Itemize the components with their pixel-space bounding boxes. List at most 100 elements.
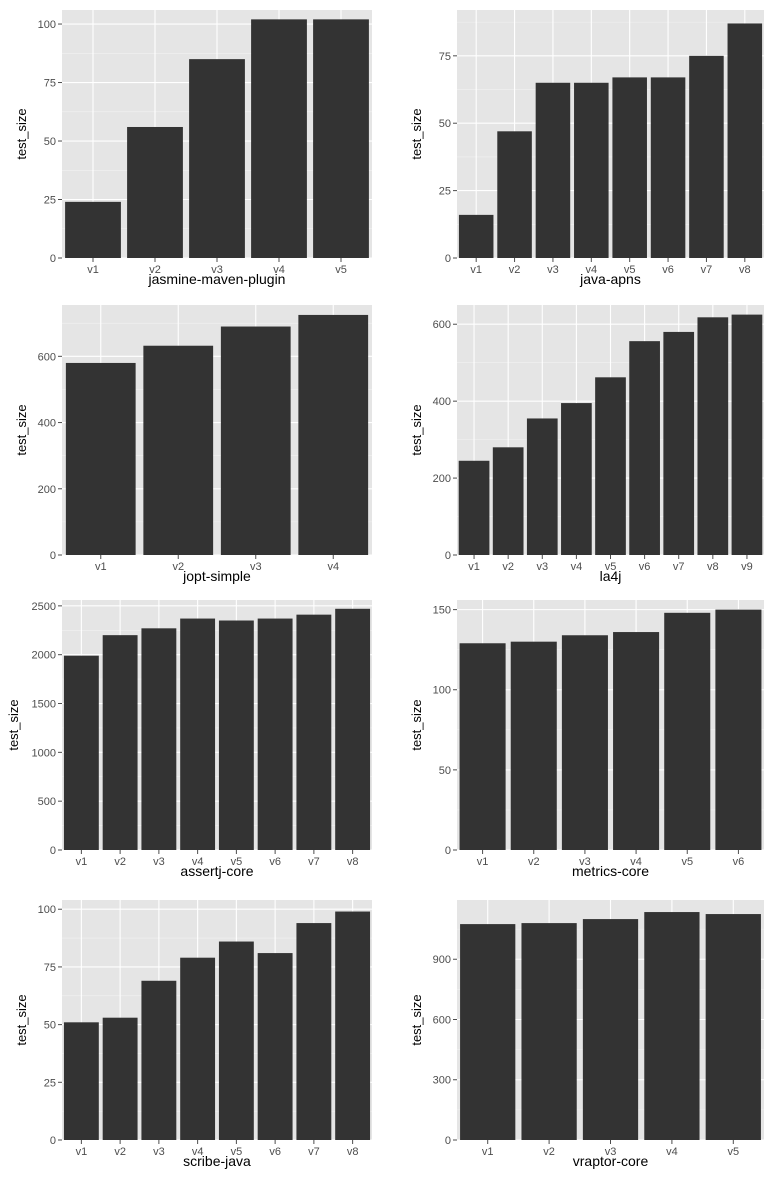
y-tick-label: 25 xyxy=(44,195,56,207)
x-axis-title: java-apns xyxy=(579,271,641,287)
bar-v5 xyxy=(612,77,647,258)
x-tick-label: v4 xyxy=(571,561,583,573)
y-axis-title: test_size xyxy=(14,994,29,1045)
bar-v4 xyxy=(180,957,216,1140)
x-tick-label: v5 xyxy=(605,561,617,573)
x-tick-label: v6 xyxy=(733,856,745,868)
bar-v6 xyxy=(715,609,762,850)
x-tick-label: v1 xyxy=(470,264,482,276)
bar-v1 xyxy=(460,924,516,1140)
x-tick-label: v1 xyxy=(482,1146,494,1158)
y-tick-label: 1000 xyxy=(32,747,56,759)
x-tick-label: v8 xyxy=(707,561,719,573)
bar-v6 xyxy=(257,953,293,1140)
x-tick-label: v6 xyxy=(269,856,281,868)
x-tick-label: v7 xyxy=(673,561,685,573)
bar-v5 xyxy=(664,612,711,850)
bar-v1 xyxy=(459,643,506,850)
y-axis-title: test_size xyxy=(409,994,424,1045)
y-tick-label: 600 xyxy=(433,319,451,331)
x-tick-label: v6 xyxy=(269,1146,281,1158)
x-tick-label: v1 xyxy=(76,1146,88,1158)
x-tick-label: v1 xyxy=(468,561,480,573)
bar-v5 xyxy=(705,914,761,1140)
bar-v5 xyxy=(595,377,626,555)
y-axis-title: test_size xyxy=(6,699,21,750)
x-axis-title: jasmine-maven-plugin xyxy=(148,271,286,287)
bar-v8 xyxy=(727,23,763,258)
y-tick-label: 0 xyxy=(50,1135,56,1147)
x-tick-label: v5 xyxy=(727,1146,739,1158)
bar-v5 xyxy=(218,620,254,850)
y-tick-label: 50 xyxy=(439,118,451,130)
x-tick-label: v2 xyxy=(149,264,161,276)
y-tick-label: 0 xyxy=(445,253,451,265)
x-tick-label: v3 xyxy=(536,561,548,573)
bar-v3 xyxy=(141,628,177,850)
bar-v1 xyxy=(458,214,494,258)
bar-v2 xyxy=(102,1017,138,1140)
y-tick-label: 0 xyxy=(50,845,56,857)
chart-panel-3: 0 200 400 600 v1 v2 v3 v4 jopt-simple test_size xyxy=(14,305,372,584)
x-tick-label: v2 xyxy=(543,1146,555,1158)
bar-v4 xyxy=(251,19,307,258)
x-axis-title: metrics-core xyxy=(572,863,649,879)
x-tick-label: v5 xyxy=(681,856,693,868)
bar-v4 xyxy=(574,82,609,258)
y-tick-label: 200 xyxy=(433,473,451,485)
bar-v4 xyxy=(644,912,700,1140)
bar-v1 xyxy=(65,362,136,555)
bar-v1 xyxy=(458,460,490,555)
y-tick-label: 100 xyxy=(433,685,451,697)
x-tick-label: v7 xyxy=(701,264,713,276)
bar-v5 xyxy=(218,941,254,1140)
x-tick-label: v6 xyxy=(639,561,651,573)
bar-v1 xyxy=(65,201,121,258)
bar-v6 xyxy=(650,77,686,258)
x-tick-label: v4 xyxy=(666,1146,678,1158)
bar-v2 xyxy=(102,635,138,850)
y-tick-label: 0 xyxy=(50,253,56,265)
x-tick-label: v7 xyxy=(308,1146,320,1158)
y-tick-label: 400 xyxy=(433,396,451,408)
bar-v6 xyxy=(629,341,660,555)
bar-v3 xyxy=(220,326,291,555)
y-tick-label: 2000 xyxy=(32,650,56,662)
y-tick-label: 75 xyxy=(44,78,56,90)
y-tick-label: 150 xyxy=(433,605,451,617)
chart-panel-2: 0 25 50 75 v1 v2 v3 v4 v5 v6 v7 v8 java-apns test_siz… xyxy=(409,10,764,287)
bar-v8 xyxy=(335,608,371,850)
bar-v3 xyxy=(141,980,177,1140)
y-tick-label: 2500 xyxy=(32,601,56,613)
chart-panel-5: 0 500 1000 1500 2000 2500 v1 v2 v3 v4 v5 v6 v7 v8 asse… xyxy=(6,600,372,879)
y-tick-label: 600 xyxy=(38,351,56,363)
x-tick-label: v5 xyxy=(335,264,347,276)
y-tick-label: 50 xyxy=(44,136,56,148)
x-tick-label: v1 xyxy=(95,561,107,573)
bar-v2 xyxy=(492,447,524,555)
bar-v7 xyxy=(663,331,695,555)
bar-v9 xyxy=(731,314,763,555)
y-tick-label: 50 xyxy=(439,765,451,777)
bar-v3 xyxy=(561,635,608,850)
y-axis-title: test_size xyxy=(14,404,29,455)
x-axis-title: scribe-java xyxy=(183,1153,251,1169)
y-axis-title: test_size xyxy=(14,108,29,159)
x-tick-label: v9 xyxy=(741,561,753,573)
x-tick-label: v4 xyxy=(327,561,339,573)
bar-v1 xyxy=(63,1022,99,1140)
bar-v6 xyxy=(257,618,293,850)
bar-v5 xyxy=(313,19,369,258)
y-tick-label: 75 xyxy=(44,962,56,974)
bar-v8 xyxy=(697,317,729,555)
chart-panel-8: 0 300 600 900 v1 v2 v3 v4 v5 vraptor-core test_siz… xyxy=(409,900,764,1169)
bar-v7 xyxy=(296,614,332,850)
panel-background xyxy=(457,600,764,850)
x-tick-label: v8 xyxy=(739,264,751,276)
y-tick-label: 100 xyxy=(38,19,56,31)
x-tick-label: v4 xyxy=(586,264,598,276)
y-tick-label: 600 xyxy=(433,1014,451,1026)
chart-panel-6: 0 50 100 150 v1 v2 v3 v4 v5 v6 metrics-core test_si… xyxy=(409,600,764,879)
x-tick-label: v2 xyxy=(528,856,540,868)
